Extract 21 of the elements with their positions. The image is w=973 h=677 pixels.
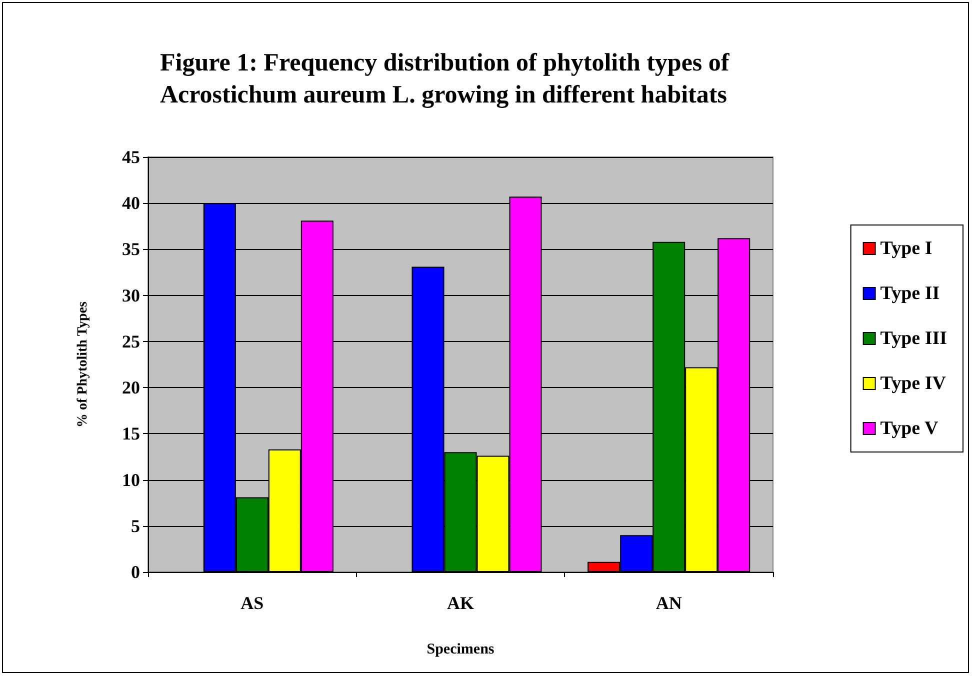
y-tick-label: 10: [122, 470, 140, 490]
y-tick-label: 5: [131, 516, 140, 536]
y-tick-label: 15: [122, 424, 140, 444]
x-axis-title: Specimens: [426, 642, 494, 658]
y-tick-label: 20: [122, 378, 140, 398]
x-tick-label: AK: [447, 593, 474, 613]
chart-title: Figure 1: Frequency distribution of phytolith types of Acrostichum aureum L. growing in different habitats: [160, 50, 730, 108]
legend-label: Type V: [880, 418, 938, 439]
y-axis-title: % of Phytolith Types: [76, 301, 90, 428]
legend-label: Type IV: [880, 373, 946, 394]
legend-label: Type III: [880, 328, 948, 349]
y-tick-label: 40: [122, 193, 140, 214]
y-tick-label: 35: [122, 239, 140, 260]
legend-label: Type I: [880, 238, 932, 259]
y-tick-label: 45: [122, 147, 140, 167]
y-tick-label: 0: [131, 562, 140, 582]
x-tick-label: AN: [656, 593, 682, 613]
x-tick-label: AS: [240, 593, 264, 613]
y-tick-label: 30: [122, 285, 140, 306]
y-tick-label: 25: [122, 331, 140, 352]
legend-label: Type II: [880, 283, 940, 304]
